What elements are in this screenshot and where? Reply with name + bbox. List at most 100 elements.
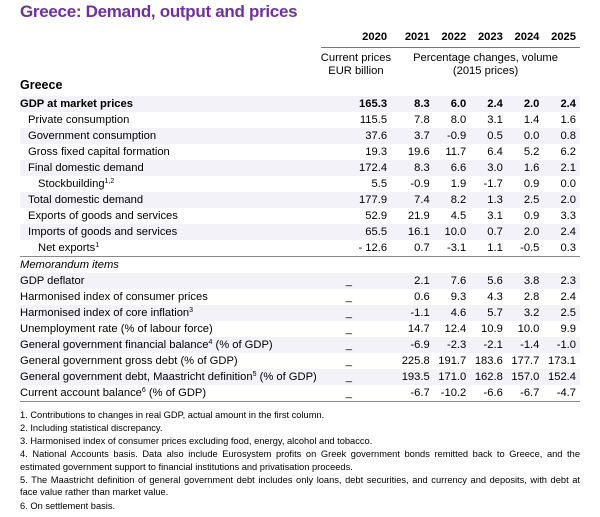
year-header: 2025 (543, 27, 580, 48)
value-cell: 4.3 (487, 290, 503, 303)
value-cell: 8.3 (391, 159, 434, 176)
value-cell: 10.0 (433, 223, 471, 240)
value-cell: _ (320, 368, 392, 385)
row-label-text: Stockbuilding (38, 177, 105, 190)
value-cell: 1.3 (470, 191, 507, 208)
table-row: Current account balance6 (% of GDP) _ -6.7… (20, 384, 580, 402)
value-cell: -6.7 (506, 384, 544, 402)
value-cell: 2.1 (391, 272, 434, 289)
table-row: Gross fixed capital formation 19.3 19.6 11.… (20, 144, 580, 160)
value-cell: 5.7 (470, 304, 507, 321)
value-cell: 10.9 (481, 322, 503, 335)
value-cell: -0.9 (410, 177, 430, 190)
value-cell: 65.5 (320, 223, 392, 240)
table-row: Total domestic demand 177.9 7.4 8.2 1.3 2.5 2.… (20, 191, 580, 208)
unit-header-row: Greece Current prices EUR billion Percent… (20, 48, 580, 96)
value-cell: 10.0 (517, 322, 540, 335)
memorandum-header-row: Memorandum items (20, 256, 580, 273)
year-header: 2024 (506, 27, 544, 48)
value-cell: 0.5 (470, 127, 507, 144)
value-cell: 2.8 (523, 290, 540, 303)
row-label-text: Unemployment rate (% of labour force) (20, 322, 213, 335)
value-cell: -2.3 (433, 336, 471, 353)
value-cell: -3.1 (433, 239, 471, 257)
value-cell: -1.0 (543, 336, 580, 353)
value-cell: -6.7 (391, 384, 434, 402)
value-cell: 9.3 (450, 290, 467, 303)
value-cell: _ (345, 290, 353, 303)
value-cell: 2.3 (543, 272, 580, 289)
value-cell: 0.0 (506, 127, 544, 144)
unit-2020-line1: Current prices (320, 52, 392, 64)
table-row: Government consumption 37.6 3.7 -0.9 0.5 0.0 0… (20, 127, 580, 144)
row-label: Total domestic demand (20, 191, 321, 208)
row-label-text: Final domestic demand (28, 161, 144, 174)
row-label-text: Exports of goods and services (28, 209, 178, 222)
footnote-ref: 1,2 (104, 177, 115, 185)
value-cell: 0.3 (543, 239, 580, 257)
row-label-text: Current account balance (20, 386, 142, 399)
value-cell: 0.6 (414, 290, 430, 303)
footnote: 3. Harmonised index of consumer prices e… (20, 435, 373, 446)
value-cell: 19.6 (407, 145, 430, 158)
row-label-text: Total domestic demand (28, 193, 144, 206)
value-cell: 3.8 (506, 272, 544, 289)
value-cell: 191.7 (438, 354, 467, 367)
value-cell: 2.5 (543, 304, 580, 321)
row-label-text: GDP at market prices (20, 97, 133, 110)
row-label-text: Harmonised index of consumer prices (20, 290, 208, 303)
row-label: Gross fixed capital formation (20, 144, 321, 160)
value-cell: 52.9 (365, 209, 388, 222)
value-cell: 9.9 (560, 322, 576, 335)
value-cell: 6.2 (560, 145, 576, 158)
value-cell: 177.9 (320, 191, 392, 208)
value-cell: 0.7 (391, 239, 434, 257)
year-header: 2023 (470, 27, 507, 48)
value-cell: -10.2 (433, 384, 471, 402)
row-label: Unemployment rate (% of labour force) (20, 321, 321, 337)
value-cell: 173.1 (548, 354, 576, 367)
value-cell: 0.9 (523, 209, 540, 222)
value-cell: 5.6 (470, 272, 507, 289)
row-label: Final domestic demand (20, 159, 321, 176)
row-label-text: Net exports (38, 241, 96, 254)
row-label-suffix: (% of GDP) (256, 370, 317, 383)
value-cell: 157.0 (506, 368, 544, 385)
value-cell: -6.6 (470, 384, 507, 402)
footnote: 1. Contributions to changes in real GDP,… (20, 409, 325, 420)
row-label-text: Gross fixed capital formation (28, 145, 170, 158)
table-row: Final domestic demand 172.4 8.3 6.6 3.0 1.6 2.… (20, 159, 580, 176)
value-cell: 0.7 (470, 223, 507, 240)
value-cell: 2.4 (470, 95, 507, 112)
row-label: General government financial balance4 (%… (20, 336, 321, 353)
value-cell: 183.6 (474, 354, 503, 367)
table-row: General government debt, Maastricht defi… (20, 368, 580, 385)
row-label: GDP at market prices (20, 95, 321, 112)
year-header: 2022 (433, 27, 471, 48)
row-label: Exports of goods and services (20, 208, 321, 224)
value-cell: 171.0 (433, 368, 471, 385)
row-label-text: Government consumption (28, 129, 157, 142)
row-label-suffix: (% of GDP) (145, 386, 207, 399)
row-label: GDP deflator (20, 272, 321, 289)
value-cell: _ (345, 354, 353, 367)
value-cell: 1.6 (560, 113, 576, 126)
value-cell: 7.6 (433, 272, 471, 289)
value-cell: -2.1 (470, 336, 507, 353)
row-label: Government consumption (20, 127, 321, 144)
footnote: 4. National Accounts basis. Data also in… (20, 449, 580, 472)
stub-label: Greece (20, 77, 63, 92)
row-label: General government gross debt (% of GDP) (20, 353, 321, 369)
value-cell: 2.1 (543, 159, 580, 176)
value-cell: 6.6 (433, 159, 471, 176)
value-cell: 21.9 (407, 209, 430, 222)
value-cell: 4.6 (433, 304, 471, 321)
table-row: Unemployment rate (% of labour force) _ 14… (20, 321, 580, 337)
footnote-ref: 6 (141, 386, 146, 394)
page-title: Greece: Demand, output and prices (20, 2, 298, 21)
year-header: 2020 (320, 27, 392, 48)
value-cell: 4.5 (450, 209, 467, 222)
row-label: General government debt, Maastricht defi… (20, 368, 321, 385)
table-row: General government financial balance4 (%… (20, 336, 580, 353)
unit-rest-line1: Percentage changes, volume (413, 52, 558, 64)
